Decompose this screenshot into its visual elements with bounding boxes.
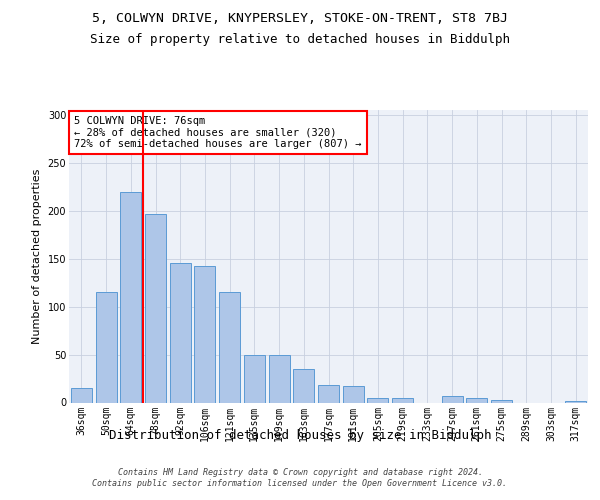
Bar [367,398,388,402]
Bar [120,192,141,402]
Bar [392,398,413,402]
Bar [170,264,191,402]
Bar [318,385,339,402]
Bar [442,396,463,402]
Bar [71,388,92,402]
Bar [194,266,215,402]
Bar [343,386,364,402]
Bar [466,398,487,402]
Bar [269,354,290,403]
Bar [293,369,314,402]
Bar [95,292,116,403]
Bar [145,214,166,402]
Y-axis label: Number of detached properties: Number of detached properties [32,168,42,344]
Text: Contains HM Land Registry data © Crown copyright and database right 2024.
Contai: Contains HM Land Registry data © Crown c… [92,468,508,487]
Text: Distribution of detached houses by size in Biddulph: Distribution of detached houses by size … [109,428,491,442]
Text: Size of property relative to detached houses in Biddulph: Size of property relative to detached ho… [90,32,510,46]
Bar [244,354,265,403]
Bar [219,292,240,403]
Bar [565,400,586,402]
Bar [491,400,512,402]
Text: 5 COLWYN DRIVE: 76sqm
← 28% of detached houses are smaller (320)
72% of semi-det: 5 COLWYN DRIVE: 76sqm ← 28% of detached … [74,116,362,149]
Text: 5, COLWYN DRIVE, KNYPERSLEY, STOKE-ON-TRENT, ST8 7BJ: 5, COLWYN DRIVE, KNYPERSLEY, STOKE-ON-TR… [92,12,508,26]
